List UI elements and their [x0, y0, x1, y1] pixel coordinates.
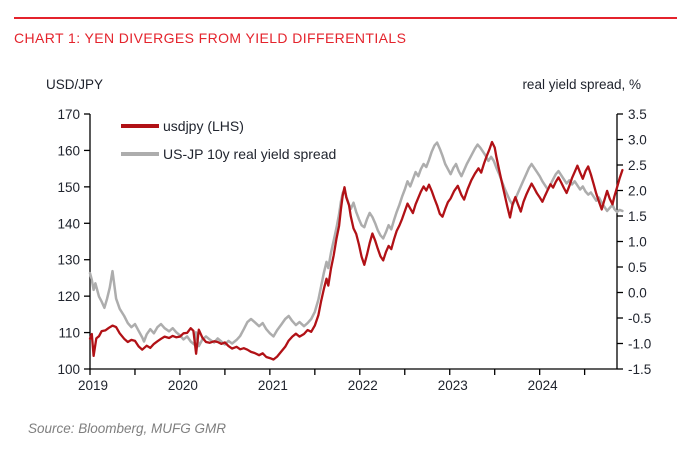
svg-text:1.0: 1.0	[628, 235, 647, 250]
svg-text:2019: 2019	[78, 378, 108, 393]
svg-text:3.5: 3.5	[628, 107, 647, 122]
svg-text:-1.0: -1.0	[628, 337, 651, 352]
spread-line-swatch	[121, 152, 159, 156]
source-note: Source: Bloomberg, MUFG GMR	[28, 421, 227, 436]
svg-text:100: 100	[57, 362, 80, 377]
page-title: CHART 1: YEN DIVERGES FROM YIELD DIFFERE…	[14, 30, 407, 46]
svg-text:2021: 2021	[258, 378, 288, 393]
svg-text:2024: 2024	[528, 378, 559, 393]
legend-item-usdjpy: usdjpy (LHS)	[121, 112, 336, 140]
usdjpy-line-swatch	[121, 124, 159, 128]
legend-label: usdjpy (LHS)	[163, 118, 244, 134]
svg-text:2022: 2022	[348, 378, 378, 393]
svg-text:2.0: 2.0	[628, 184, 647, 199]
svg-text:160: 160	[57, 143, 80, 158]
svg-text:2023: 2023	[438, 378, 468, 393]
svg-text:3.0: 3.0	[628, 133, 647, 148]
series-spread	[88, 141, 624, 348]
svg-text:2.5: 2.5	[628, 158, 647, 173]
title-rule	[14, 17, 677, 19]
svg-text:140: 140	[57, 216, 80, 231]
svg-text:-1.5: -1.5	[628, 362, 651, 377]
svg-text:110: 110	[58, 326, 80, 341]
legend-label: US-JP 10y real yield spread	[163, 146, 337, 162]
svg-text:170: 170	[57, 107, 80, 122]
svg-text:130: 130	[57, 253, 80, 268]
svg-text:150: 150	[57, 180, 80, 195]
svg-text:-0.5: -0.5	[628, 311, 651, 326]
svg-text:120: 120	[57, 289, 80, 304]
legend-item-spread: US-JP 10y real yield spread	[121, 140, 336, 168]
svg-text:2020: 2020	[168, 378, 198, 393]
left-axis-title: USD/JPY	[46, 77, 104, 92]
legend: usdjpy (LHS) US-JP 10y real yield spread	[121, 112, 336, 168]
right-axis-title: real yield spread, %	[522, 77, 641, 92]
svg-text:0.5: 0.5	[628, 260, 647, 275]
svg-text:0.0: 0.0	[628, 286, 647, 301]
svg-text:1.5: 1.5	[628, 209, 647, 224]
series-usdjpy	[88, 140, 624, 361]
